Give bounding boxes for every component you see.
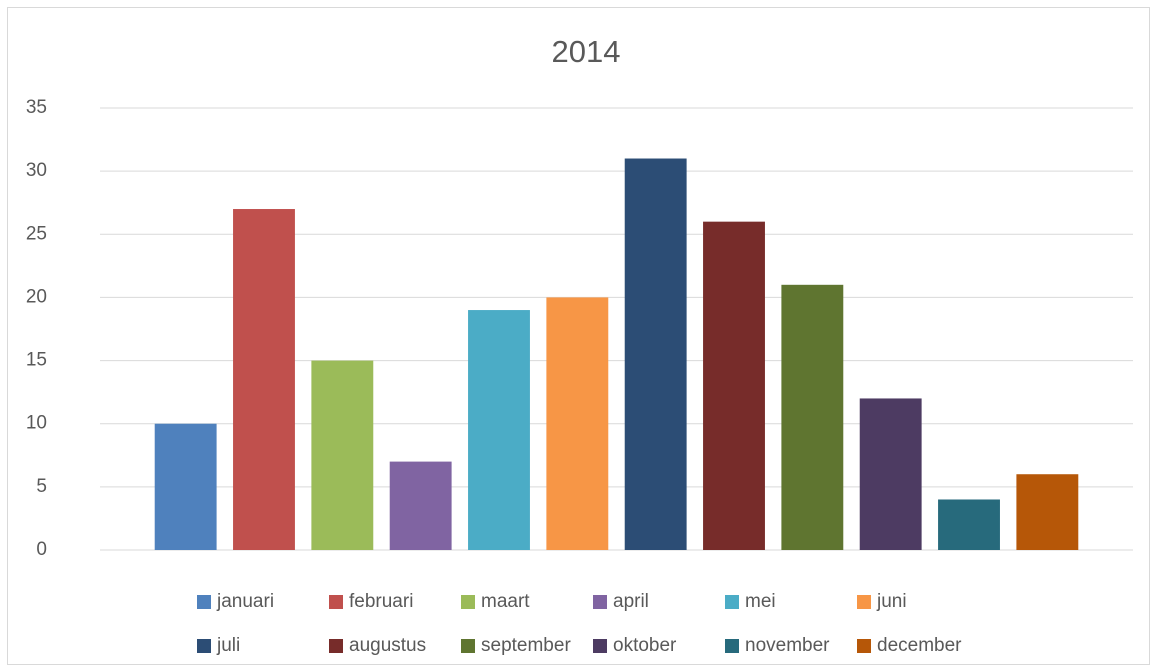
bar xyxy=(781,284,844,550)
y-tick-label: 30 xyxy=(26,160,47,181)
legend-swatch xyxy=(461,639,475,653)
bar xyxy=(859,398,922,550)
legend-label: juli xyxy=(216,635,240,656)
legend-swatch xyxy=(329,595,343,609)
legend-swatch xyxy=(329,639,343,653)
legend-swatch xyxy=(857,639,871,653)
y-tick-label: 15 xyxy=(26,350,47,371)
legend-label: oktober xyxy=(613,635,677,656)
legend-swatch xyxy=(593,639,607,653)
bar xyxy=(233,209,295,550)
legend-label: maart xyxy=(481,591,530,612)
bar xyxy=(624,158,687,550)
legend-swatch xyxy=(857,595,871,609)
bar xyxy=(703,221,765,550)
chart-title: 2014 xyxy=(552,34,621,69)
bar xyxy=(154,423,217,550)
y-tick-label: 5 xyxy=(36,476,47,497)
bar xyxy=(389,461,452,550)
legend-swatch xyxy=(461,595,475,609)
legend-label: december xyxy=(877,635,962,656)
bar xyxy=(1016,474,1079,550)
legend-swatch xyxy=(725,639,739,653)
y-tick-label: 35 xyxy=(26,97,47,118)
y-tick-label: 25 xyxy=(26,223,47,244)
legend-swatch xyxy=(593,595,607,609)
legend-label: september xyxy=(481,635,571,656)
bar xyxy=(311,360,374,550)
y-tick-label: 20 xyxy=(26,286,47,307)
legend-swatch xyxy=(725,595,739,609)
legend-label: april xyxy=(613,591,649,612)
legend-label: juni xyxy=(876,591,907,612)
legend-label: november xyxy=(745,635,830,656)
bar xyxy=(938,499,1000,550)
y-tick-label: 0 xyxy=(36,539,47,560)
y-tick-label: 10 xyxy=(26,413,47,434)
bar xyxy=(546,297,609,550)
legend-label: augustus xyxy=(349,635,426,656)
legend-label: januari xyxy=(216,591,274,612)
legend-swatch xyxy=(197,595,211,609)
legend-label: februari xyxy=(349,591,413,612)
legend-swatch xyxy=(197,639,211,653)
bar xyxy=(468,310,530,550)
legend-label: mei xyxy=(745,591,776,612)
